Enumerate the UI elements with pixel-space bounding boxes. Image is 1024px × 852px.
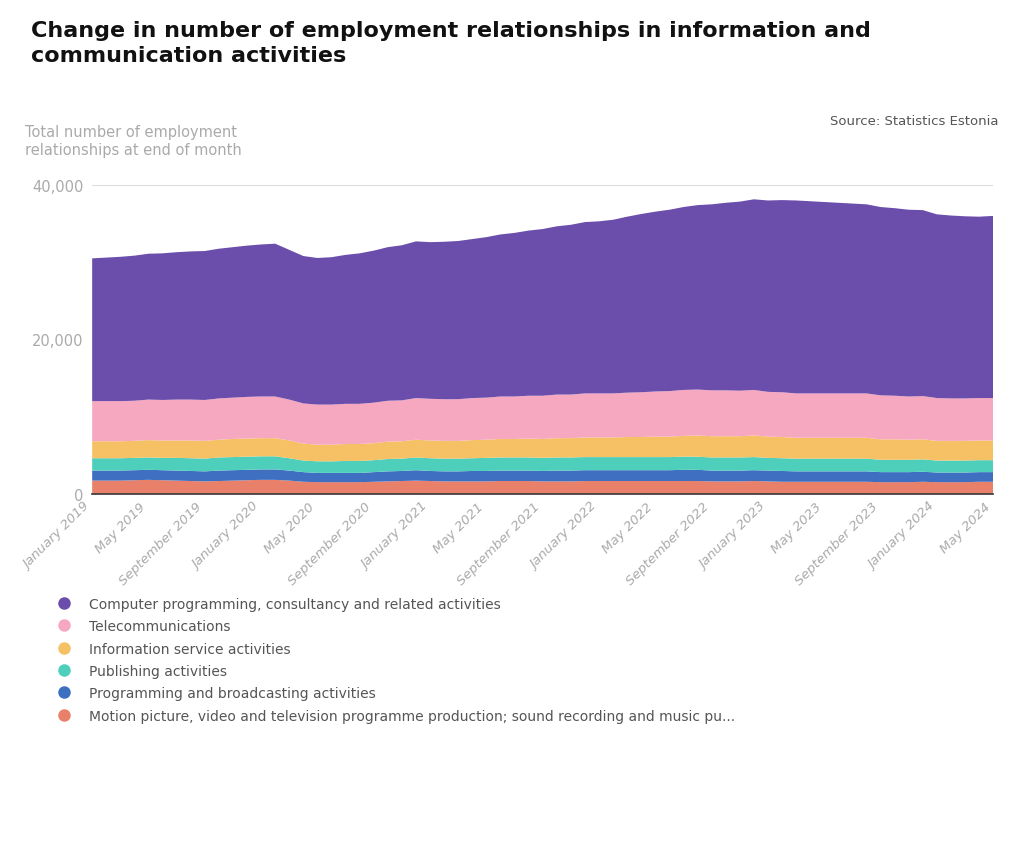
Text: Change in number of employment relationships in information and
communication ac: Change in number of employment relations… [31,21,870,66]
Legend: Computer programming, consultancy and related activities, Telecommunications, In: Computer programming, consultancy and re… [45,592,741,728]
Text: Total number of employment
relationships at end of month: Total number of employment relationships… [25,125,242,158]
Text: Source: Statistics Estonia: Source: Statistics Estonia [829,115,998,128]
